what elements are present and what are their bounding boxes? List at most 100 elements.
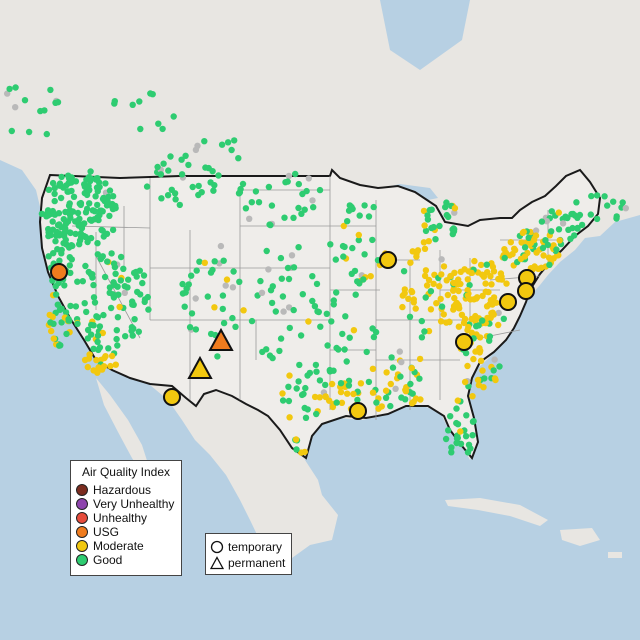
monitor-dot (72, 303, 80, 310)
monitor-dot (157, 171, 165, 178)
monitor-dot (477, 347, 484, 354)
monitor-dot (81, 356, 89, 364)
monitor-dot (313, 410, 320, 418)
highlighted-monitors (50, 251, 536, 420)
monitor-dot (265, 266, 272, 273)
monitor-dot (305, 175, 312, 182)
monitor-dot (542, 237, 549, 244)
monitor-dot (267, 287, 275, 294)
monitor-dot (421, 222, 428, 229)
monitor-dot (66, 262, 74, 269)
monitor-dot (416, 375, 423, 382)
monitor-dot (540, 252, 547, 259)
monitor-dot (106, 284, 114, 291)
monitor-dot (57, 342, 64, 349)
monitor-dot (369, 236, 376, 244)
monitor-dot (201, 259, 208, 266)
monitor-dot (211, 258, 218, 265)
legend-label: Unhealthy (93, 511, 148, 525)
monitor-dot (488, 310, 495, 317)
triangle-icon (210, 556, 224, 570)
monitor-dot (222, 282, 229, 289)
monitor-dot (610, 198, 617, 205)
monitor-dot (61, 282, 68, 289)
monitor-dot (525, 234, 532, 241)
monitor-dot (447, 272, 454, 280)
monitor-dot (50, 320, 57, 327)
monitor-dot (74, 278, 81, 285)
monitor-dot (545, 254, 553, 261)
monitor-dot (268, 299, 276, 307)
monitor-dot (94, 332, 102, 339)
monitor-dot (56, 257, 63, 264)
monitor-dot (440, 263, 448, 270)
monitor-dot (265, 183, 273, 191)
monitor-dot (548, 208, 555, 215)
monitor-dot (322, 381, 329, 389)
monitor-dot (533, 249, 540, 256)
monitor-dot (427, 306, 435, 313)
monitor-dot (132, 268, 140, 276)
circle-icon (210, 540, 224, 554)
monitor-dot (45, 232, 52, 240)
monitor-dot (296, 361, 303, 369)
monitor-dot (45, 212, 52, 219)
monitor-dot (112, 202, 119, 210)
monitor-dot (236, 278, 243, 285)
monitor-dot (136, 98, 143, 105)
monitor-dot (55, 210, 63, 217)
monitor-dot (405, 295, 412, 302)
monitor-dot (593, 192, 601, 199)
monitor-dot (49, 218, 56, 225)
monitor-dot (135, 328, 142, 335)
monitor-dot (129, 101, 136, 109)
monitor-dot (280, 308, 287, 315)
monitor-dot (223, 276, 231, 283)
monitor-dot (311, 303, 319, 310)
monitor-dot (323, 310, 330, 317)
monitor-dot (425, 238, 432, 245)
monitor-dot (194, 142, 201, 149)
monitor-dot (410, 299, 417, 306)
monitor-dot (357, 380, 365, 387)
monitor-dot (58, 319, 65, 326)
monitor-dot (408, 288, 416, 296)
monitor-dot (201, 138, 208, 145)
monitor-dot (301, 448, 308, 456)
monitor-dot (248, 317, 256, 325)
monitor-dot (309, 197, 316, 204)
monitor-dot (94, 240, 101, 247)
monitor-dot (436, 283, 443, 290)
monitor-dot (468, 269, 475, 276)
monitor-dot (328, 380, 336, 388)
monitor-dot (454, 421, 462, 428)
monitor-dot (101, 273, 109, 281)
monitor-dot (91, 299, 99, 306)
monitor-dot (276, 347, 283, 355)
monitor-dot (252, 188, 260, 195)
monitor-dot (497, 270, 505, 277)
monitor-dot (12, 84, 19, 91)
monitor-dot (63, 330, 70, 338)
monitor-dot (462, 433, 470, 440)
monitor-dot (335, 346, 342, 353)
monitor-dot (77, 230, 85, 237)
monitor-dot (345, 377, 353, 384)
monitor-dot (277, 254, 285, 262)
legend-label: Hazardous (93, 483, 152, 497)
unhealthy-swatch (76, 512, 88, 524)
monitor-dot (185, 161, 192, 169)
monitor-dot (248, 199, 255, 206)
monitor-dot (100, 363, 108, 370)
monitor-dot (90, 281, 97, 289)
monitor-dot (474, 376, 482, 384)
monitor-dot (317, 323, 324, 330)
monitor-dot (432, 236, 439, 243)
monitor-dot (232, 323, 239, 330)
monitor-dot (79, 278, 87, 285)
monitor-dot (108, 352, 116, 360)
monitor-dot (179, 290, 187, 297)
monitor-dot (67, 302, 74, 310)
monitor-dot (538, 218, 546, 225)
monitor-dot (407, 380, 414, 388)
